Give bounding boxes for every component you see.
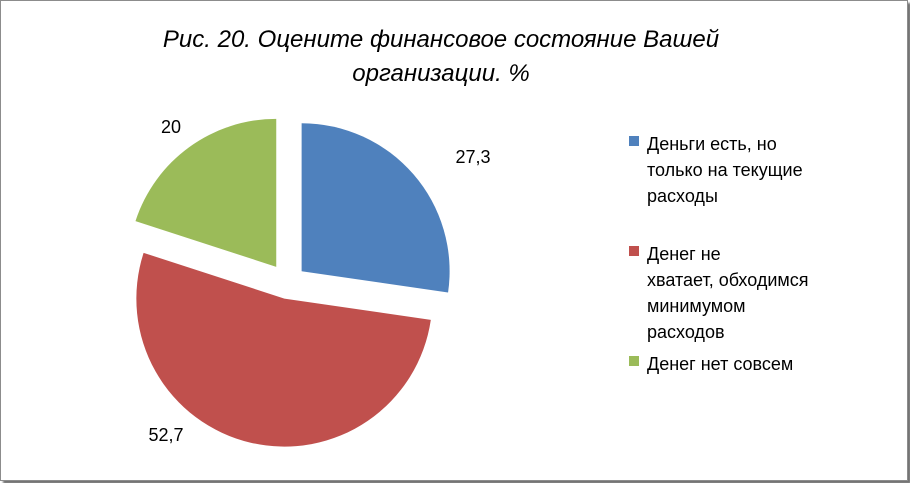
chart-title-line-1: Рис. 20. Оцените финансовое состояние Ва… bbox=[162, 26, 720, 53]
legend-line: Деньги есть, но bbox=[647, 134, 777, 154]
legend-label: Деньги есть, но только на текущие расход… bbox=[647, 131, 897, 209]
pie-slice-no-money bbox=[135, 118, 277, 267]
chart-title-line-2: организации. % bbox=[352, 60, 530, 87]
legend-line: только на текущие bbox=[647, 160, 803, 180]
data-label: 52,7 bbox=[148, 425, 183, 445]
chart-title: Рис. 20. Оцените финансовое состояние Ва… bbox=[151, 23, 731, 91]
legend-key-green bbox=[629, 356, 639, 366]
data-label: 27,3 bbox=[455, 147, 490, 167]
legend-line: расходы bbox=[647, 186, 718, 206]
legend-line: минимумом bbox=[647, 296, 746, 316]
pie-slice-not-enough bbox=[136, 252, 431, 447]
legend-key-blue bbox=[629, 136, 639, 146]
legend-line: хватает, обходимся bbox=[647, 270, 809, 290]
pie-slice-current-expenses bbox=[301, 123, 450, 293]
data-label: 20 bbox=[161, 117, 181, 137]
legend-label: Денег не хватает, обходимся минимумом ра… bbox=[647, 241, 897, 345]
legend-line: Денег не bbox=[647, 244, 721, 264]
legend-label: Денег нет совсем bbox=[647, 351, 897, 377]
legend-line: расходов bbox=[647, 322, 725, 342]
legend-key-red bbox=[629, 246, 639, 256]
legend-line: Денег нет совсем bbox=[647, 354, 794, 374]
